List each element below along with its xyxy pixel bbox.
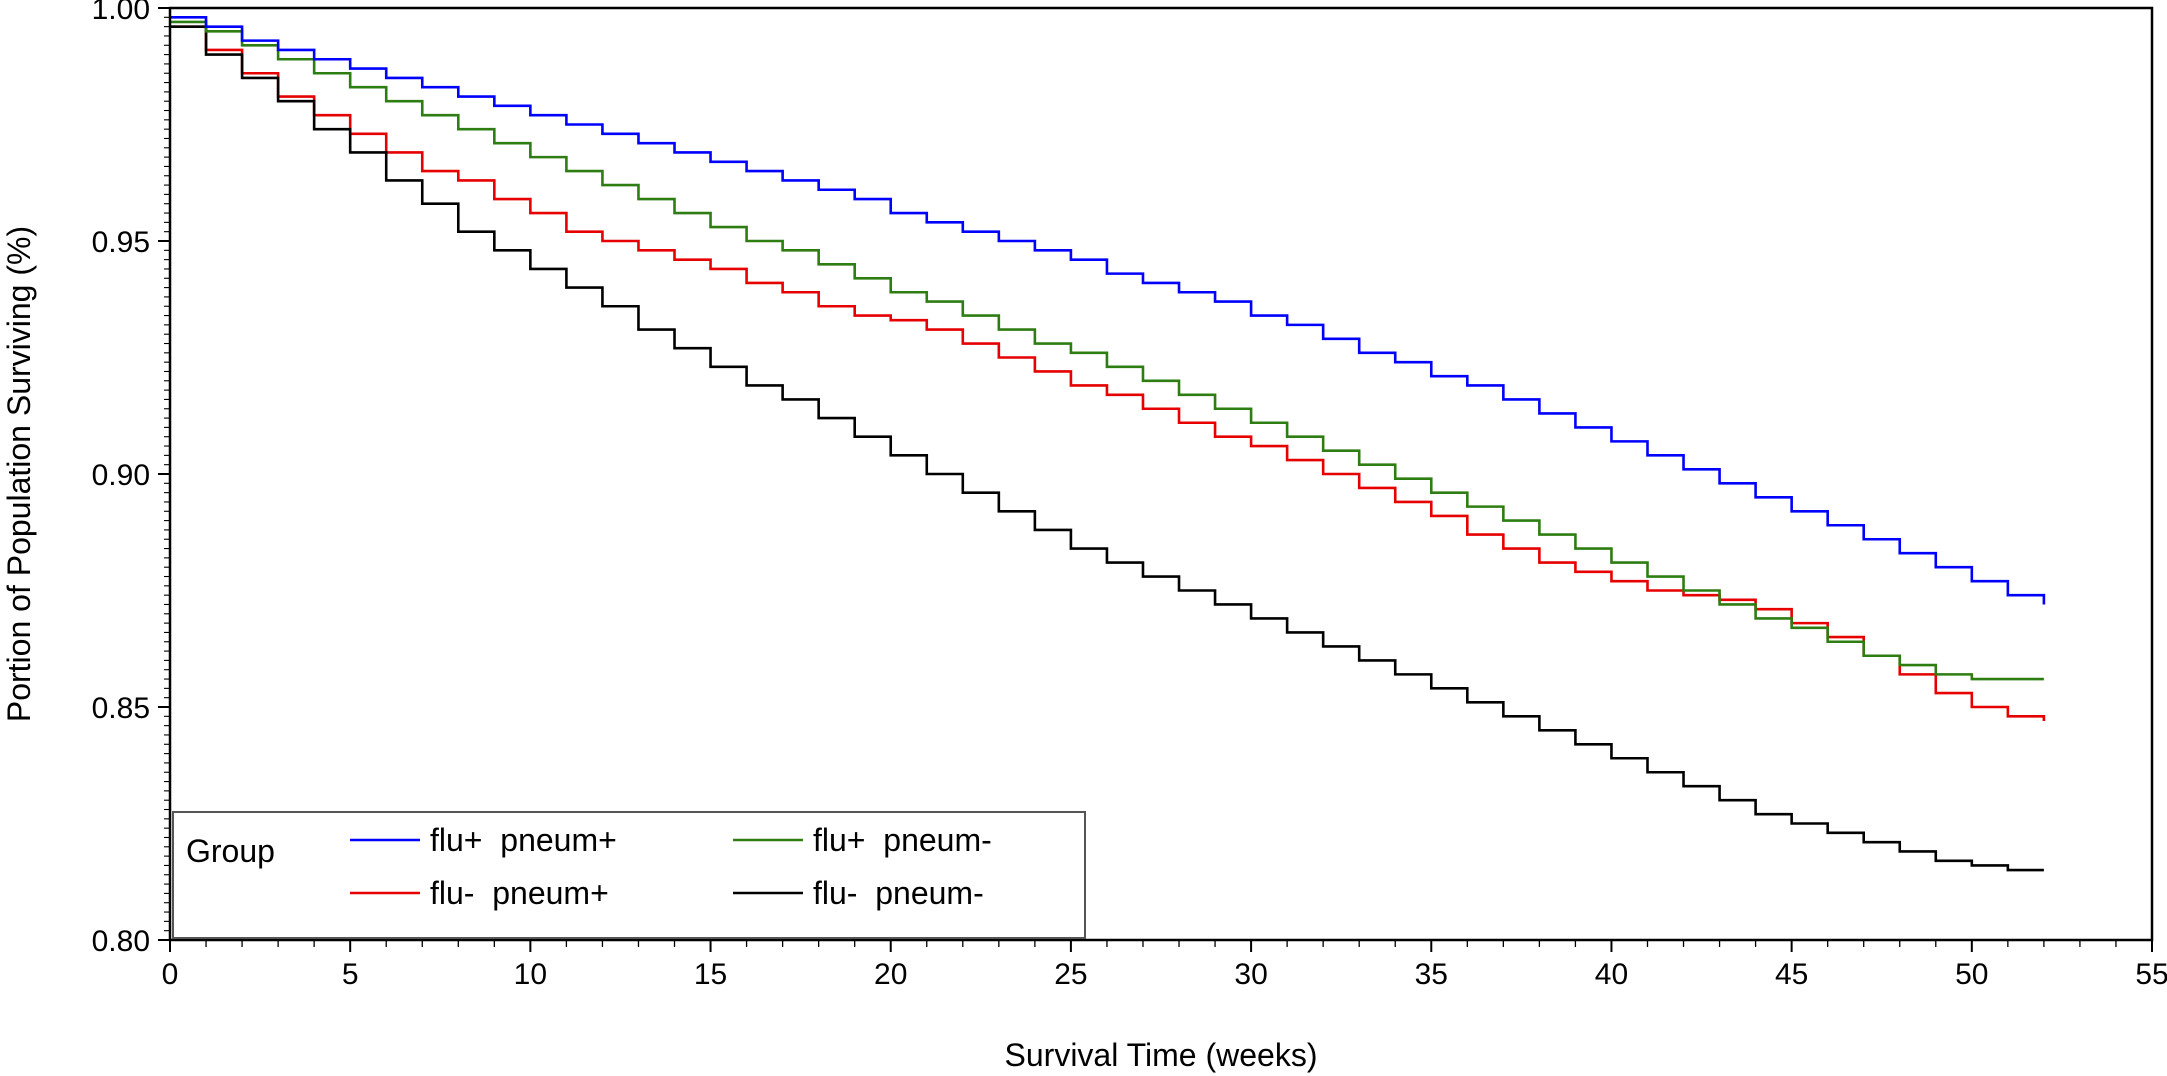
x-tick-label: 45 — [1775, 958, 1808, 991]
y-tick-label: 0.95 — [92, 226, 150, 259]
y-axis-title: Portion of Population Surviving (%) — [1, 226, 37, 722]
x-tick-label: 20 — [874, 958, 907, 991]
series-line-3 — [170, 25, 2044, 872]
series-line-1 — [170, 20, 2044, 681]
x-axis-title: Survival Time (weeks) — [1005, 1037, 1318, 1073]
x-tick-label: 50 — [1955, 958, 1988, 991]
x-tick-label: 25 — [1054, 958, 1087, 991]
legend-label: flu+ pneum- — [813, 822, 992, 858]
legend-label: flu- pneum- — [813, 875, 984, 911]
x-tick-label: 55 — [2135, 958, 2167, 991]
legend-label: flu- pneum+ — [430, 875, 609, 911]
x-tick-label: 35 — [1415, 958, 1448, 991]
y-tick-label: 0.85 — [92, 692, 150, 725]
legend-label: flu+ pneum+ — [430, 822, 617, 858]
series-line-0 — [170, 16, 2046, 605]
x-tick-label: 30 — [1234, 958, 1267, 991]
legend-title: Group — [186, 833, 275, 869]
y-tick-label: 0.80 — [92, 925, 150, 958]
legend: Group flu+ pneum+ flu- pneum+ flu+ pneum-f… — [172, 811, 1086, 939]
series-line-2 — [170, 25, 2046, 721]
legend-box — [172, 811, 1086, 939]
x-axis: 0 5 10 15 20 25 30 35 40 45 50 55 — [162, 940, 2167, 991]
x-tick-label: 40 — [1595, 958, 1628, 991]
y-tick-label: 0.90 — [92, 459, 150, 492]
plot-frame — [168, 6, 2154, 942]
series-layer — [170, 16, 2046, 872]
x-tick-label: 5 — [342, 958, 359, 991]
x-tick-label: 15 — [694, 958, 727, 991]
x-tick-label: 0 — [162, 958, 179, 991]
x-tick-label: 10 — [514, 958, 547, 991]
y-tick-label: 1.00 — [92, 0, 150, 26]
y-axis: 0.80 0.85 0.90 0.95 1.00 — [92, 0, 170, 958]
